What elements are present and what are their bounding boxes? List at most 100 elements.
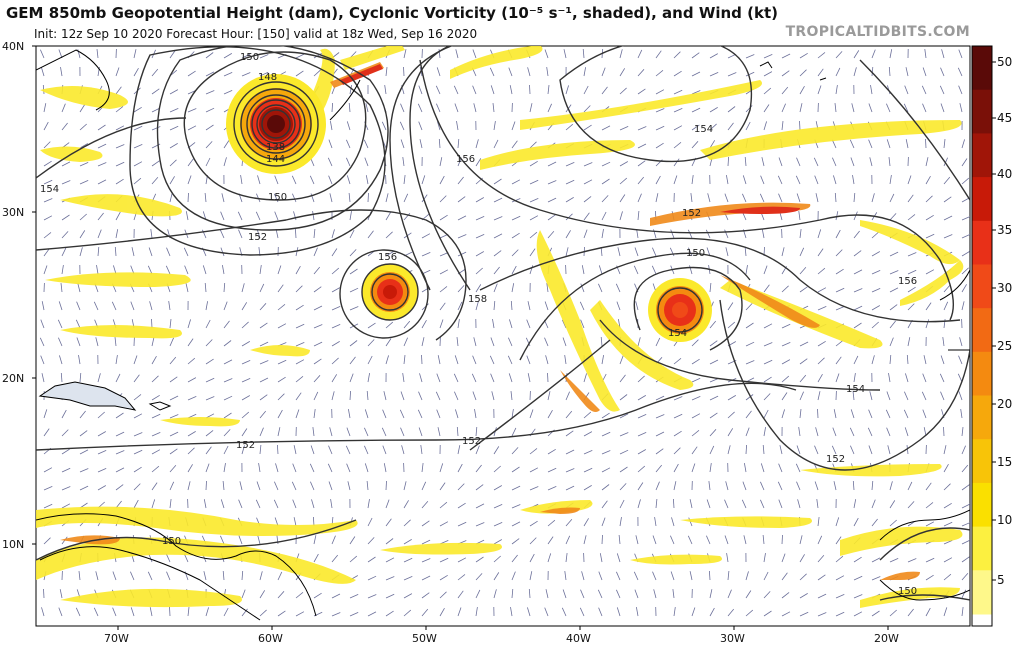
wind-barb [565, 162, 575, 167]
wind-barb [817, 535, 823, 545]
wind-barb [742, 175, 747, 185]
wind-barb [223, 282, 226, 293]
wind-barb [493, 139, 499, 149]
wind-barb [817, 68, 824, 77]
wind-barb [169, 89, 179, 95]
wind-barb [637, 449, 646, 455]
wind-barb [349, 612, 359, 617]
wind-barb [472, 391, 477, 401]
wind-barb [637, 176, 645, 185]
wind-barb [925, 574, 934, 581]
wind-barb [97, 450, 107, 455]
height-contours [36, 46, 970, 601]
wind-barb [781, 572, 788, 581]
wind-barb [673, 430, 682, 437]
wind-barb [295, 375, 304, 383]
wind-barb [835, 67, 841, 77]
wind-barb [295, 266, 301, 275]
wind-barb [744, 156, 747, 167]
wind-barb [961, 607, 964, 617]
wind-barb [455, 409, 459, 419]
wind-barb [238, 229, 243, 239]
wind-barb [347, 481, 351, 491]
wind-barb [97, 431, 106, 437]
wind-barb [527, 301, 531, 311]
wind-barb [637, 160, 646, 167]
wind-barb [546, 283, 549, 293]
wind-barb [220, 211, 225, 221]
wind-barb [205, 157, 211, 167]
wind-barb [169, 50, 176, 59]
colorbar-swatch [972, 46, 992, 91]
wind-barb [255, 211, 261, 221]
wind-barb [277, 571, 283, 581]
wind-barb [490, 373, 495, 383]
wind-barb [709, 320, 717, 329]
wind-barb [457, 234, 467, 239]
wind-barb [493, 485, 502, 491]
wind-barb [853, 230, 860, 239]
wind-barb [149, 301, 153, 311]
wind-barb [925, 607, 931, 617]
wind-barb [726, 553, 729, 563]
wind-barb [115, 355, 118, 365]
wind-barb [601, 125, 611, 131]
wind-barb [349, 373, 354, 383]
wind-barb [583, 431, 593, 437]
wind-barb [493, 504, 503, 509]
wind-barb [133, 499, 139, 509]
wind-barb [940, 391, 945, 401]
wind-barb [259, 360, 269, 365]
wind-barb [745, 265, 748, 275]
wind-barb [115, 431, 125, 437]
wind-barb [691, 90, 701, 95]
wind-barb [511, 121, 516, 131]
coastlines [36, 49, 970, 621]
wind-barb [673, 607, 676, 617]
wind-barb [889, 558, 899, 563]
colorbar-tick-label: 45 [997, 111, 1012, 125]
wind-barb [385, 518, 392, 527]
wind-barb [475, 464, 482, 473]
wind-barb [777, 175, 783, 185]
wind-barb [619, 194, 626, 203]
wind-barb [202, 229, 207, 239]
lon-label: 20W [874, 632, 899, 645]
wind-barb [149, 607, 153, 617]
wind-barb [399, 409, 405, 419]
wind-barb [529, 160, 538, 167]
wind-barb [617, 247, 621, 257]
wind-barb [436, 67, 441, 77]
wind-barb [795, 175, 801, 185]
wind-barb [673, 463, 679, 473]
wind-barb [745, 444, 747, 455]
wind-barb [437, 121, 441, 131]
wind-barb [205, 358, 214, 365]
wind-barb [871, 231, 879, 239]
wind-barb [457, 176, 464, 185]
wind-barb [799, 120, 801, 131]
wind-barb [853, 556, 862, 563]
wind-barb [77, 283, 81, 293]
wind-barb [331, 267, 340, 275]
wind-barb [655, 337, 661, 347]
wind-barb [583, 485, 592, 491]
wind-barb [781, 611, 791, 617]
wind-barb [346, 157, 351, 167]
wind-barb [817, 340, 826, 347]
wind-barb [277, 610, 286, 617]
wind-barb [367, 373, 370, 383]
wind-barb [147, 265, 153, 275]
wind-barb [310, 481, 315, 491]
wind-barb [904, 427, 909, 437]
wind-barb [582, 48, 585, 59]
wind-barb [564, 571, 567, 581]
colorbar-swatch [972, 133, 992, 178]
wind-barb [403, 576, 413, 581]
wind-barb [61, 409, 67, 419]
wind-barb [364, 445, 369, 455]
wind-barb [547, 410, 553, 419]
wind-barb [598, 265, 603, 275]
wind-barb [292, 463, 297, 473]
wind-barb [403, 481, 407, 491]
